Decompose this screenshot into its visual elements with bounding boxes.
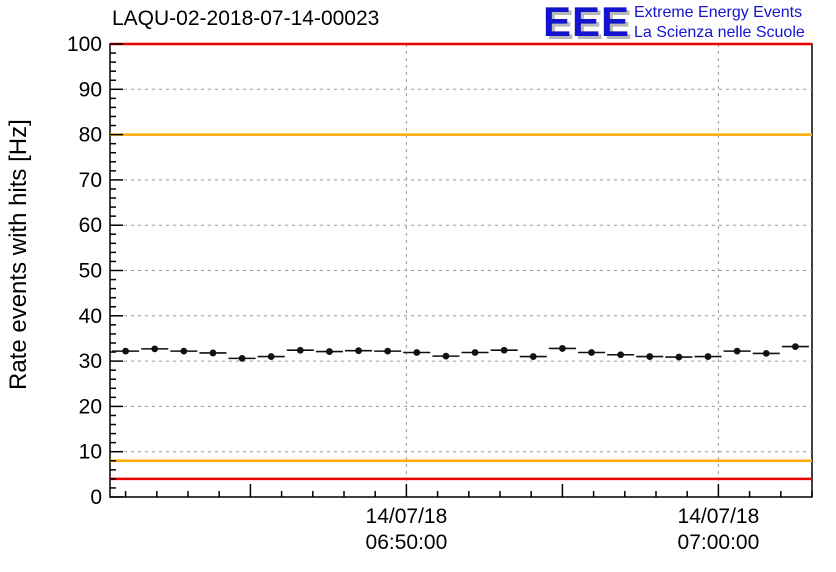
data-point xyxy=(180,347,188,355)
y-tick-label: 20 xyxy=(79,395,102,418)
data-point xyxy=(529,353,537,360)
data-point xyxy=(122,347,129,355)
data-point xyxy=(646,353,654,360)
data-point xyxy=(151,345,159,353)
data-point xyxy=(209,349,217,357)
tagline-line-1: Extreme Energy Events xyxy=(634,4,803,21)
x-tick-label-date: 14/07/18 xyxy=(366,505,448,528)
chart-title: LAQU-02-2018-07-14-00023 xyxy=(112,7,380,30)
data-point xyxy=(326,348,333,355)
data-point xyxy=(442,352,450,360)
x-tick-label-time: 07:00:00 xyxy=(678,531,760,554)
data-point xyxy=(733,347,741,355)
data-point xyxy=(471,349,479,356)
y-tick-label: 80 xyxy=(79,124,102,147)
y-tick-label: 90 xyxy=(79,78,102,101)
y-tick-label: 50 xyxy=(79,260,102,283)
x-tick-label-time: 06:50:00 xyxy=(366,531,448,554)
data-point xyxy=(296,346,304,354)
data-point xyxy=(238,354,246,362)
x-tick-label-date: 14/07/18 xyxy=(678,505,760,528)
data-point xyxy=(355,347,362,355)
data-point xyxy=(559,345,566,352)
y-tick-label: 70 xyxy=(79,169,102,192)
data-point xyxy=(500,346,508,354)
data-point xyxy=(617,351,625,359)
eee-tagline: Extreme Energy Events La Scienza nelle S… xyxy=(634,3,805,43)
eee-logo: EEE xyxy=(543,0,631,45)
y-tick-label: 100 xyxy=(67,33,102,56)
y-tick-label: 60 xyxy=(79,214,102,237)
data-point xyxy=(267,353,275,360)
tagline-line-2: La Scienza nelle Scuole xyxy=(634,24,805,41)
y-tick-label: 0 xyxy=(90,486,102,509)
y-tick-label: 10 xyxy=(79,441,102,464)
data-point xyxy=(791,343,799,351)
y-tick-label: 30 xyxy=(79,350,102,373)
y-tick-label: 40 xyxy=(79,305,102,328)
data-point xyxy=(588,349,595,356)
data-point xyxy=(413,349,421,356)
data-point xyxy=(675,353,683,361)
data-point xyxy=(704,353,712,360)
data-point xyxy=(384,347,392,355)
data-point xyxy=(762,349,770,357)
